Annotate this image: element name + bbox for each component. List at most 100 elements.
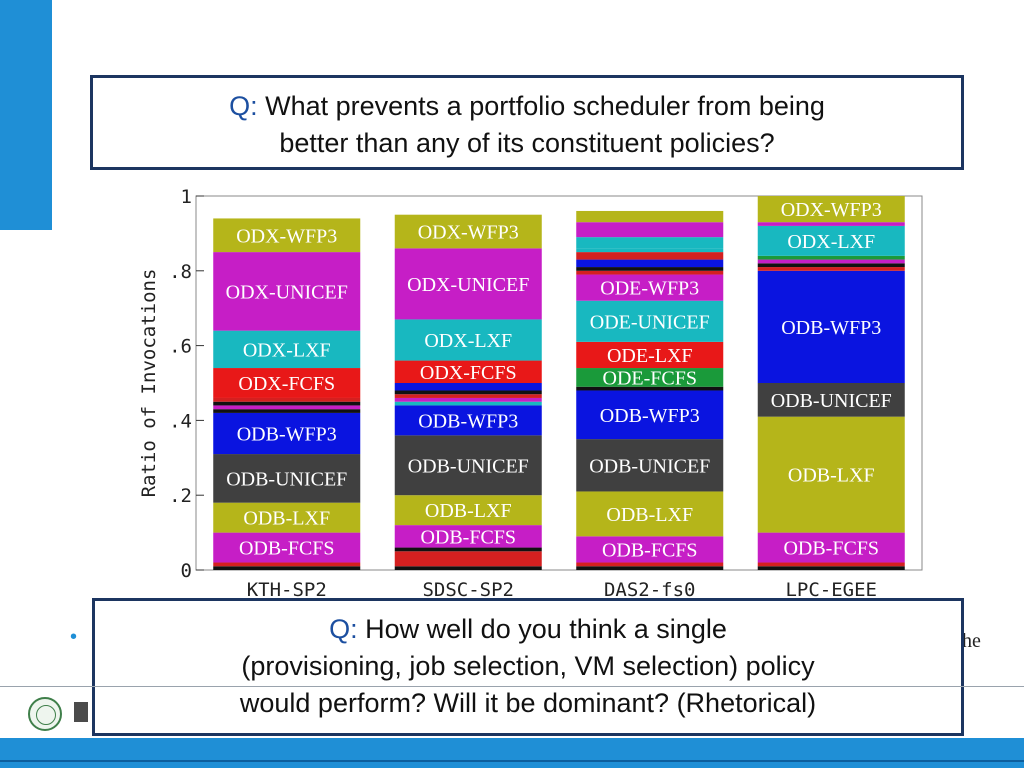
segment-label: ODE-LXF	[607, 345, 693, 367]
bottom-bar	[0, 738, 1024, 768]
segment-label: ODB-FCFS	[783, 538, 879, 560]
bar-segment-kth-sp2-13	[213, 218, 361, 253]
bar-segment-das2-fs0-8	[576, 341, 724, 369]
bar-segment-sdsc-sp2-8	[394, 397, 542, 402]
segment-label: ODB-LXF	[425, 500, 512, 522]
bar-segment-das2-fs0-14	[576, 252, 724, 260]
bar-segment-das2-fs0-1	[576, 562, 724, 567]
segment-label: ODX-LXF	[787, 231, 875, 253]
segment-label: ODB-UNICEF	[589, 455, 710, 477]
bar-segment-sdsc-sp2-1	[394, 551, 542, 567]
bar-segment-lpc-egee-10	[757, 225, 905, 256]
bar-segment-kth-sp2-8	[213, 401, 361, 406]
bar-segment-das2-fs0-15	[576, 248, 724, 253]
bar-segment-das2-fs0-10	[576, 274, 724, 301]
bar-segment-sdsc-sp2-2	[394, 547, 542, 552]
footer-divider	[0, 686, 1024, 687]
bar-segment-sdsc-sp2-14	[394, 248, 542, 320]
bar-segment-das2-fs0-11	[576, 270, 724, 275]
segment-label: ODE-FCFS	[603, 367, 697, 389]
bar-segment-kth-sp2-7	[213, 405, 361, 410]
question-bottom-line3: would perform? Will it be dominant? (Rhe…	[239, 688, 817, 718]
accent-bar	[0, 0, 52, 230]
bar-segment-lpc-egee-7	[757, 263, 905, 268]
bar-segment-sdsc-sp2-11	[394, 383, 542, 391]
segment-label: ODB-UNICEF	[408, 455, 529, 477]
university-seal-icon	[28, 697, 62, 731]
y-tick-label: .4	[169, 410, 192, 432]
bar-segment-das2-fs0-17	[576, 222, 724, 238]
x-tick-label: SDSC-SP2	[422, 579, 514, 601]
question-bottom-prefix: Q:	[329, 614, 358, 644]
stacked-bar-chart: ODB-FCFS ODB-LXF ODB-UNICEF ODB-WFP3 ODX-FCF…	[138, 186, 923, 601]
bar-segment-das2-fs0-4	[576, 439, 724, 492]
bar-segment-lpc-egee-12	[757, 196, 905, 223]
bar-segment-sdsc-sp2-12	[394, 360, 542, 383]
segment-label: ODX-LXF	[424, 330, 512, 352]
axis-layer: KTH-SP2 SDSC-SP2 DAS2-fs0 LPC-EGEE 0 .2 .4 .6 .8…	[169, 186, 877, 601]
segment-label: ODB-FCFS	[602, 539, 698, 561]
bar-segment-lpc-egee-9	[757, 255, 905, 260]
segment-label: ODB-WFP3	[781, 317, 881, 339]
y-axis-label: Ratio of Invocations	[138, 269, 160, 498]
secondary-logo-icon	[74, 702, 88, 722]
segment-label: ODB-WFP3	[237, 423, 337, 445]
bar-segment-lpc-egee-3	[757, 416, 905, 533]
segment-label: ODX-FCFS	[238, 373, 335, 395]
question-bottom-box: Q: How well do you think a single (provi…	[92, 598, 964, 736]
question-top-line1: Q: What prevents a portfolio scheduler f…	[93, 88, 961, 125]
bar-segment-sdsc-sp2-6	[394, 405, 542, 436]
bar-segment-kth-sp2-4	[213, 454, 361, 503]
bar-segment-das2-fs0-13	[576, 259, 724, 268]
bar-segment-lpc-egee-5	[757, 270, 905, 383]
bar-segment-lpc-egee-4	[757, 383, 905, 417]
question-bottom-line2: (provisioning, job selection, VM selecti…	[241, 651, 815, 681]
bar-segment-sdsc-sp2-0	[394, 566, 542, 570]
segment-label: ODB-FCFS	[420, 526, 516, 548]
segment-label: ODB-WFP3	[600, 405, 700, 427]
bar-segment-lpc-egee-11	[757, 222, 905, 226]
segment-label: ODE-WFP3	[600, 278, 699, 300]
bar-segment-kth-sp2-10	[213, 368, 361, 398]
segment-label: ODB-UNICEF	[226, 468, 347, 490]
x-tick-label: KTH-SP2	[247, 579, 327, 601]
question-bottom-line1: Q: How well do you think a single	[95, 611, 961, 648]
bar-segment-das2-fs0-9	[576, 300, 724, 342]
segment-label: ODX-LXF	[243, 339, 331, 361]
segment-label: ODX-FCFS	[420, 362, 517, 384]
bar-segment-lpc-egee-1	[757, 562, 905, 567]
segment-label: ODB-UNICEF	[771, 390, 892, 412]
bar-segment-kth-sp2-1	[213, 562, 361, 567]
segment-label: ODB-WFP3	[418, 410, 518, 432]
bar-segment-lpc-egee-8	[757, 259, 905, 264]
bar-segment-lpc-egee-6	[757, 267, 905, 271]
bar-segment-kth-sp2-11	[213, 330, 361, 369]
seal-inner-ring	[36, 705, 56, 725]
bar-segment-kth-sp2-2	[213, 532, 361, 563]
bar-segment-sdsc-sp2-4	[394, 495, 542, 526]
segment-label: ODX-WFP3	[418, 222, 519, 244]
bar-segment-sdsc-sp2-10	[394, 390, 542, 395]
question-top-text: What prevents a portfolio scheduler from…	[265, 91, 825, 121]
bar-segment-sdsc-sp2-9	[394, 394, 542, 398]
segment-label: ODX-WFP3	[236, 225, 337, 247]
bar-segment-kth-sp2-0	[213, 566, 361, 570]
bar-segment-das2-fs0-18	[576, 210, 724, 223]
bar-segment-das2-fs0-2	[576, 536, 724, 563]
bar-segment-das2-fs0-5	[576, 390, 724, 440]
segment-label: ODX-UNICEF	[226, 281, 348, 303]
bar-segment-das2-fs0-12	[576, 267, 724, 271]
bar-segment-sdsc-sp2-7	[394, 401, 542, 406]
bar-segment-das2-fs0-7	[576, 368, 724, 387]
x-tick-label: DAS2-fs0	[604, 579, 696, 601]
segment-label: ODB-LXF	[243, 508, 330, 530]
segment-label: ODX-WFP3	[781, 199, 882, 221]
bar-segment-kth-sp2-6	[213, 409, 361, 413]
side-text-fragment: he	[962, 630, 981, 652]
y-tick-label: 0	[181, 560, 192, 582]
bar-segment-das2-fs0-16	[576, 237, 724, 249]
bar-segment-sdsc-sp2-15	[394, 214, 542, 249]
segment-label: ODE-UNICEF	[590, 311, 710, 333]
bar-segment-lpc-egee-0	[757, 566, 905, 570]
question-top-line2: better than any of its constituent polic…	[279, 128, 775, 158]
